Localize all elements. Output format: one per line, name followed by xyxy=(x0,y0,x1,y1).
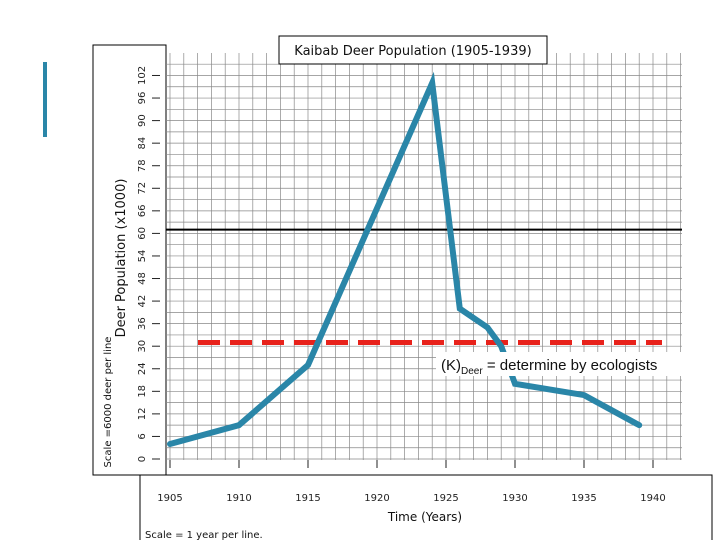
data-point xyxy=(581,392,587,398)
series-group xyxy=(167,71,643,447)
chart-title: Kaibab Deer Population (1905-1939) xyxy=(294,44,531,59)
x-tick-label: 1920 xyxy=(364,493,389,504)
y-axis-label: Deer Population (x1000) xyxy=(114,179,129,338)
x-axis-ticks: 1905 1910 1915 1920 1925 1930 1935 1940 xyxy=(157,460,666,504)
title-box xyxy=(278,35,548,65)
y-tick-label: 6 xyxy=(137,433,148,439)
y-tick-label: 78 xyxy=(137,159,148,172)
x-tick-label: 1910 xyxy=(226,493,251,504)
x-tick-label: 1935 xyxy=(571,493,596,504)
y-tick-label: 24 xyxy=(137,362,148,375)
k-label-background xyxy=(436,352,704,376)
x-scale-note: Scale = 1 year per line. xyxy=(145,530,263,540)
y-tick-label: 36 xyxy=(137,317,148,330)
x-axis-panel-frame xyxy=(139,474,713,540)
y-tick-label: 90 xyxy=(137,114,148,127)
x-tick-label: 1925 xyxy=(433,493,458,504)
x-tick-label: 1905 xyxy=(157,493,182,504)
k-label: (K)Deer = determine by ecologists xyxy=(441,357,657,377)
y-tick-label: 60 xyxy=(137,227,148,240)
data-point xyxy=(167,441,173,447)
data-point xyxy=(236,422,242,428)
y-tick-label: 72 xyxy=(137,182,148,195)
y-tick-label: 54 xyxy=(137,250,148,263)
data-point xyxy=(499,344,504,349)
y-tick-label: 42 xyxy=(137,295,148,308)
series-line xyxy=(167,71,643,447)
data-point xyxy=(457,306,462,311)
y-axis-panel-frame xyxy=(92,44,167,476)
y-scale-note: Scale =6000 deer per line xyxy=(103,337,114,468)
k-label-subscript: Deer xyxy=(461,366,483,377)
y-tick-label: 12 xyxy=(137,408,148,421)
y-tick-label: 96 xyxy=(137,92,148,105)
y-axis-ticks: 0 6 12 18 24 30 36 42 48 54 60 66 72 78 84 90 96 102 xyxy=(137,66,160,462)
y-tick-label: 84 xyxy=(137,137,148,150)
decorative-accent-bar xyxy=(43,62,47,137)
y-tick-label: 48 xyxy=(137,272,148,285)
x-tick-label: 1930 xyxy=(502,493,527,504)
data-point xyxy=(430,80,435,86)
k-label-rest: = determine by ecologists xyxy=(483,357,658,374)
y-tick-label: 18 xyxy=(137,385,148,398)
data-point xyxy=(637,422,642,428)
reference-lines xyxy=(166,228,682,345)
grid xyxy=(166,53,682,460)
y-tick-label: 66 xyxy=(137,204,148,217)
data-point xyxy=(305,362,311,368)
y-tick-label: 0 xyxy=(137,456,148,462)
y-tick-label: 102 xyxy=(137,66,148,85)
x-axis-label: Time (Years) xyxy=(387,510,462,524)
x-tick-label: 1915 xyxy=(295,493,320,504)
data-point xyxy=(512,381,518,386)
data-point xyxy=(485,325,490,330)
y-tick-label: 30 xyxy=(137,340,148,353)
k-label-main: (K) xyxy=(441,357,461,374)
x-tick-label: 1940 xyxy=(640,493,665,504)
